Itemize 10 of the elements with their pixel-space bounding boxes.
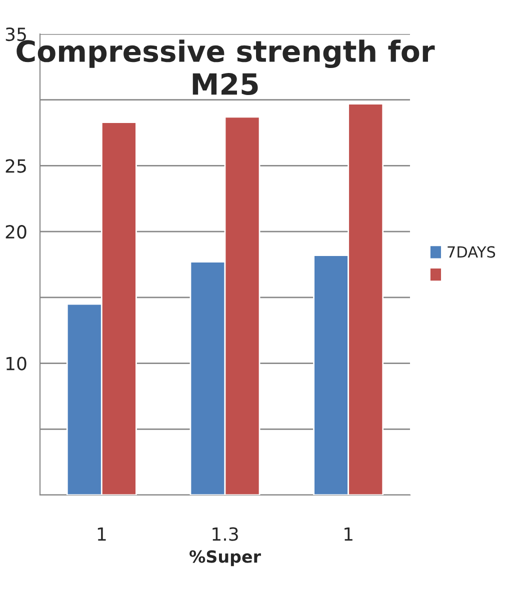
x-tick-label: 1 [98, 528, 106, 541]
x-tick-label: 1 [344, 528, 352, 541]
x-axis-title: %Super [190, 550, 261, 566]
legend-label: 7DAYS [448, 246, 496, 258]
text: Compressive strength for M25 [16, 40, 435, 96]
y-tick-label: 25 [6, 159, 26, 173]
y-tick-label: 20 [6, 225, 26, 239]
y-tick-label: 10 [6, 356, 26, 370]
x-tick-label: 1.3 [212, 527, 238, 541]
y-tick-label: 35 [6, 27, 26, 42]
